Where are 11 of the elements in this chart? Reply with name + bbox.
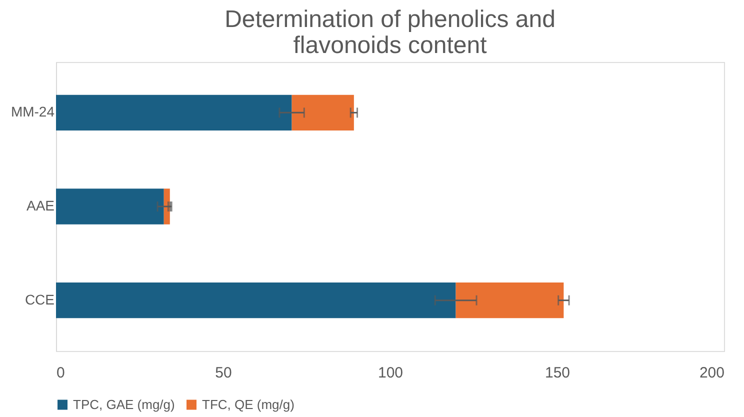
x-tick-label: 50 <box>215 364 232 382</box>
chart-title: Determination of phenolics and flavonoids content <box>224 6 556 59</box>
x-tick-label: 100 <box>378 364 404 382</box>
x-tick-label: 0 <box>56 364 65 382</box>
legend-label: TFC, QE (mg/g) <box>202 396 294 412</box>
x-tick-label: 200 <box>699 364 724 382</box>
y-tick-label: CCE <box>24 291 54 308</box>
y-tick-label: AAE <box>26 198 54 214</box>
legend-label: TPC, GAE (mg/g) <box>73 396 175 412</box>
x-tick-label: 150 <box>544 364 570 382</box>
y-tick-label: MM-24 <box>10 104 55 120</box>
